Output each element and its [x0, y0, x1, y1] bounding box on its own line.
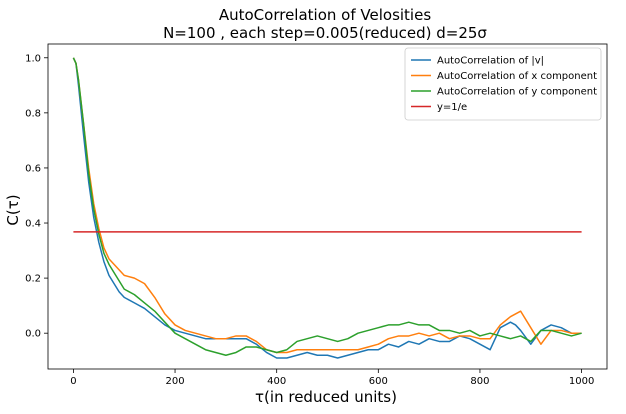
y-tick-label: 0.0: [25, 329, 41, 340]
x-tick-label: 600: [369, 376, 388, 387]
y-tick-label: 0.8: [25, 108, 41, 119]
y-axis-label: C(τ): [4, 194, 22, 225]
legend: [404, 47, 602, 121]
x-tick-label: 200: [165, 376, 184, 387]
x-tick-label: 0: [70, 376, 76, 387]
x-axis-label: τ(in reduced units): [255, 388, 397, 406]
y-tick-label: 0.4: [25, 219, 41, 230]
y-tick-label: 0.2: [25, 274, 41, 285]
plot-area: 0 200 400 600 800 1000 0.0 0.2 0.4 0.6 0.8 1.0 AutoC…: [25, 43, 608, 387]
y-tick-label: 0.6: [25, 163, 41, 174]
plot-frame: [47, 43, 608, 370]
series-line-2: [72, 57, 582, 354]
x-tick-label: 800: [470, 376, 489, 387]
legend-label-3: AutoCorrelation of y component: [437, 87, 597, 98]
series-line-1: [72, 57, 582, 359]
chart-subtitle: N=100 , each step=0.005(reduced) d=25σ: [163, 24, 487, 42]
series-line-3: [72, 57, 582, 356]
legend-label-2: AutoCorrelation of x component: [437, 71, 597, 82]
chart-title: AutoCorrelation of Velosities: [219, 6, 431, 24]
x-tick-label: 1000: [569, 376, 594, 387]
x-tick-label: 400: [267, 376, 286, 387]
legend-label-4: y=1/e: [437, 102, 467, 113]
y-tick-label: 1.0: [25, 53, 41, 64]
legend-label-1: AutoCorrelation of |v|: [437, 56, 544, 67]
